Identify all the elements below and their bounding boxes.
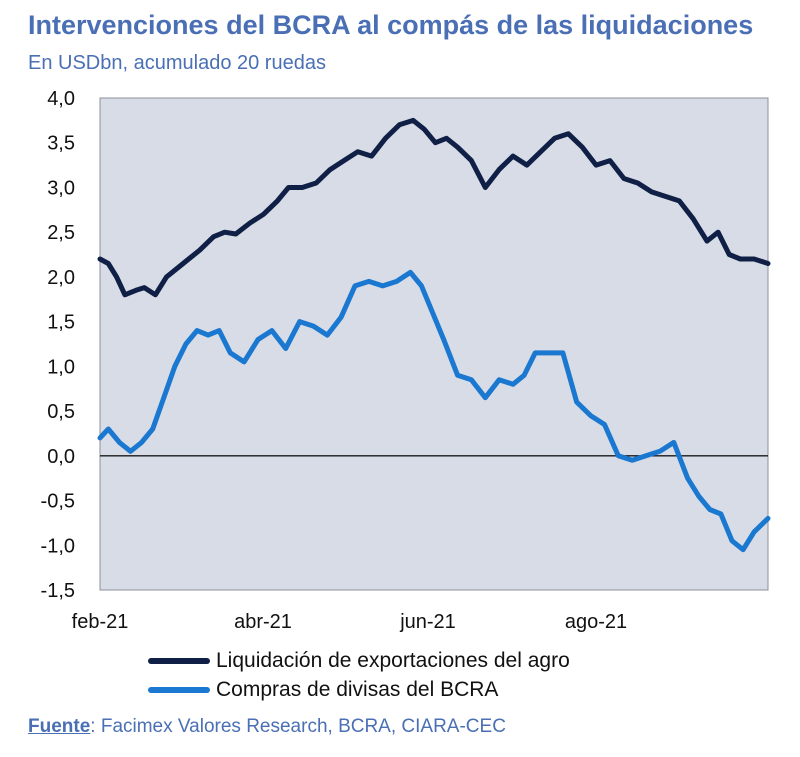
y-tick-label: 1,0 (47, 356, 75, 378)
y-tick-label: 0,0 (47, 446, 75, 468)
legend: Liquidación de exportaciones del agro Co… (148, 646, 570, 704)
source-text: : Facimex Valores Research, BCRA, CIARA-… (90, 716, 506, 737)
y-tick-label: 2,5 (47, 222, 75, 244)
y-tick-label: -0,5 (41, 491, 75, 513)
series-line-bcra (97, 269, 771, 553)
series-line-agro (97, 117, 771, 298)
plot-area (99, 97, 769, 591)
x-axis: feb-21 abr-21 jun-21 ago-21 (72, 611, 628, 633)
legend-item-agro: Liquidación de exportaciones del agro (148, 646, 570, 675)
series-layer (97, 117, 771, 553)
chart-subtitle: En USDbn, acumulado 20 ruedas (28, 52, 326, 74)
legend-label-agro: Liquidación de exportaciones del agro (216, 648, 570, 672)
legend-swatch-agro (148, 657, 210, 664)
y-tick-label: 3,0 (47, 177, 75, 199)
x-tick-label: abr-21 (234, 611, 292, 633)
y-tick-label: -1,5 (41, 580, 75, 602)
x-tick-label: jun-21 (399, 611, 456, 633)
x-tick-label: ago-21 (565, 611, 627, 633)
x-tick-label: feb-21 (72, 611, 129, 633)
chart-title: Intervenciones del BCRA al compás de las… (28, 10, 754, 40)
source-note: Fuente: Facimex Valores Research, BCRA, … (28, 716, 506, 738)
y-tick-label: -1,0 (41, 535, 75, 557)
source-label: Fuente (28, 716, 91, 737)
legend-item-bcra: Compras de divisas del BCRA (148, 675, 570, 704)
y-tick-label: 3,5 (47, 133, 75, 155)
y-tick-label: 1,5 (47, 312, 75, 334)
y-tick-label: 4,0 (47, 88, 75, 110)
line-chart: -1,5-1,0-0,50,00,51,01,52,02,53,03,54,0 … (41, 88, 771, 633)
y-tick-label: 0,5 (47, 401, 75, 423)
legend-label-bcra: Compras de divisas del BCRA (216, 677, 499, 701)
y-tick-label: 2,0 (47, 267, 75, 289)
legend-swatch-bcra (148, 686, 210, 693)
y-axis: -1,5 -1,0 -0,5 0,0 0,5 1,0 1,5 2,0 2,5 3,0 3,5 4,0 (41, 88, 75, 602)
